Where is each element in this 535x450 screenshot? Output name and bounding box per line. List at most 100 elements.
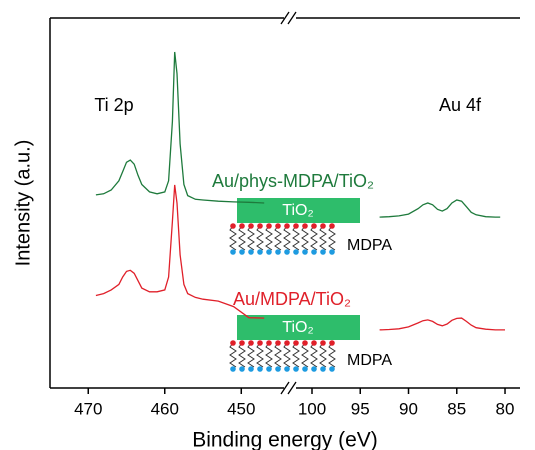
chain — [256, 225, 264, 251]
x-tick-label: 80 — [496, 399, 515, 418]
head-atom — [266, 340, 272, 346]
x-tick-label: 450 — [227, 399, 255, 418]
chain — [328, 342, 336, 368]
x-tick-label: 470 — [74, 399, 102, 418]
head-atom — [302, 340, 308, 346]
tail-atom — [239, 366, 245, 372]
chain — [274, 342, 282, 368]
tail-atom — [329, 366, 335, 372]
axis-break — [280, 11, 297, 25]
chain — [319, 342, 327, 368]
annotation: TiO₂ — [282, 319, 313, 336]
y-axis-label: Intensity (a.u.) — [12, 140, 34, 267]
chain — [328, 225, 336, 251]
annotation: TiO₂ — [282, 202, 313, 219]
chain — [301, 342, 309, 368]
head-atom — [302, 223, 308, 229]
tail-atom — [275, 249, 281, 255]
head-atom — [293, 340, 299, 346]
illustration — [229, 198, 360, 372]
chain — [292, 225, 300, 251]
chain — [256, 342, 264, 368]
head-atom — [320, 223, 326, 229]
series-line — [379, 317, 505, 331]
annotation: Au/MDPA/TiO₂ — [233, 289, 351, 309]
tail-atom — [248, 249, 254, 255]
chain — [229, 225, 237, 251]
tail-atom — [257, 366, 263, 372]
annotation: Ti 2p — [94, 95, 133, 115]
annotation: Au/phys-MDPA/TiO₂ — [212, 171, 374, 191]
x-tick-label: 85 — [447, 399, 466, 418]
chain — [319, 225, 327, 251]
head-atom — [239, 340, 245, 346]
tail-atom — [230, 249, 236, 255]
tail-atom — [293, 366, 299, 372]
head-atom — [248, 223, 254, 229]
annotation: MDPA — [347, 352, 392, 369]
head-atom — [284, 340, 290, 346]
head-atom — [257, 223, 263, 229]
tail-atom — [284, 249, 290, 255]
tail-atom — [230, 366, 236, 372]
chain — [301, 225, 309, 251]
chain — [274, 225, 282, 251]
head-atom — [293, 223, 299, 229]
chain — [310, 342, 318, 368]
tail-atom — [284, 366, 290, 372]
chain — [238, 225, 246, 251]
chain — [247, 342, 255, 368]
tail-atom — [275, 366, 281, 372]
annotation: Au 4f — [439, 95, 482, 115]
chain — [238, 342, 246, 368]
tail-atom — [311, 366, 317, 372]
chain — [247, 225, 255, 251]
head-atom — [311, 223, 317, 229]
x-tick-label: 460 — [151, 399, 179, 418]
axis-break — [280, 381, 297, 395]
chain — [310, 225, 318, 251]
x-tick-label: 100 — [298, 399, 326, 418]
x-tick-label: 95 — [351, 399, 370, 418]
head-atom — [320, 340, 326, 346]
tail-atom — [266, 366, 272, 372]
series-line — [95, 184, 265, 319]
tio2-box — [237, 315, 360, 340]
head-atom — [275, 223, 281, 229]
head-atom — [248, 340, 254, 346]
head-atom — [284, 223, 290, 229]
chain — [283, 342, 291, 368]
tail-atom — [239, 249, 245, 255]
chain — [292, 342, 300, 368]
chain — [283, 225, 291, 251]
tail-atom — [320, 249, 326, 255]
tail-atom — [320, 366, 326, 372]
head-atom — [311, 340, 317, 346]
series-line — [379, 199, 501, 218]
chain — [265, 225, 273, 251]
head-atom — [266, 223, 272, 229]
tail-atom — [311, 249, 317, 255]
x-tick-label: 90 — [399, 399, 418, 418]
tail-atom — [302, 366, 308, 372]
tail-atom — [293, 249, 299, 255]
head-atom — [239, 223, 245, 229]
head-atom — [230, 340, 236, 346]
annotation: MDPA — [347, 237, 392, 254]
tail-atom — [302, 249, 308, 255]
head-atom — [275, 340, 281, 346]
tail-atom — [257, 249, 263, 255]
head-atom — [329, 223, 335, 229]
x-axis-label: Binding energy (eV) — [192, 429, 378, 450]
series-line — [95, 51, 265, 204]
tail-atom — [329, 249, 335, 255]
tail-atom — [248, 366, 254, 372]
head-atom — [329, 340, 335, 346]
head-atom — [257, 340, 263, 346]
chain — [229, 342, 237, 368]
head-atom — [230, 223, 236, 229]
chain — [265, 342, 273, 368]
tail-atom — [266, 249, 272, 255]
